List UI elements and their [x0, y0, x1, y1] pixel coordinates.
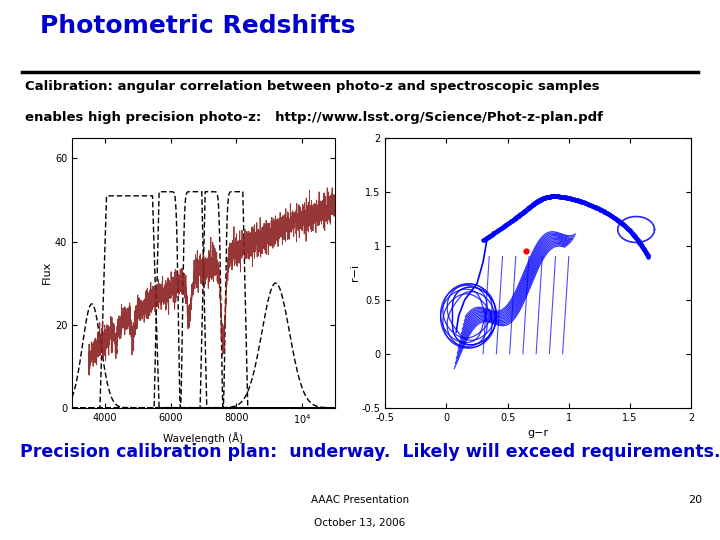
Y-axis label: r−i: r−i — [350, 264, 360, 281]
Text: October 13, 2006: October 13, 2006 — [315, 518, 405, 529]
Text: Calibration: angular correlation between photo-z and spectroscopic samples: Calibration: angular correlation between… — [25, 80, 600, 93]
X-axis label: Wavelength (Å): Wavelength (Å) — [163, 432, 243, 444]
Text: 20: 20 — [688, 495, 702, 505]
Text: Photometric Redshifts: Photometric Redshifts — [40, 14, 355, 38]
Y-axis label: Flux: Flux — [42, 261, 52, 285]
Text: AAAC Presentation: AAAC Presentation — [311, 495, 409, 505]
X-axis label: g−r: g−r — [528, 428, 549, 438]
Text: Precision calibration plan:  underway.  Likely will exceed requirements.: Precision calibration plan: underway. Li… — [20, 443, 720, 461]
Text: enables high precision photo-z:   http://www.lsst.org/Science/Phot-z-plan.pdf: enables high precision photo-z: http://w… — [25, 111, 603, 124]
